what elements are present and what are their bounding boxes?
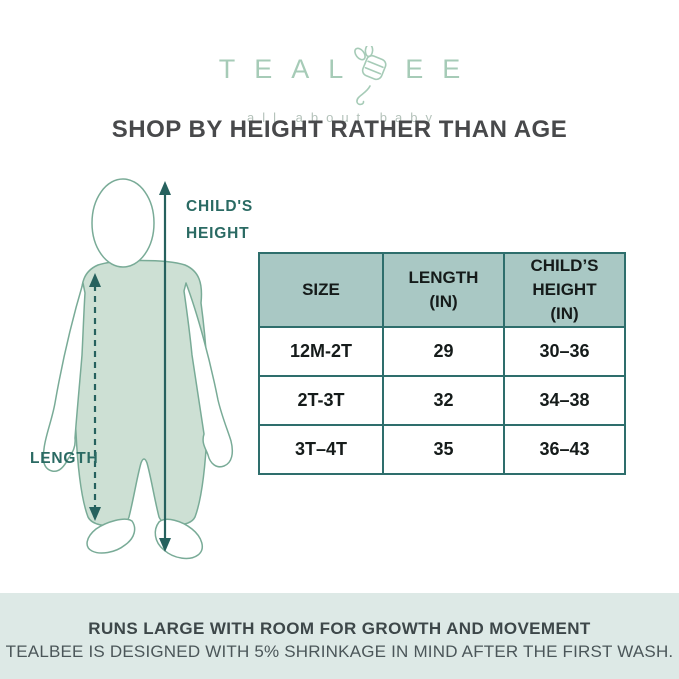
table-cell: 35 bbox=[382, 424, 505, 475]
column-header: LENGTH (IN) bbox=[382, 252, 505, 328]
page-title: SHOP BY HEIGHT RATHER THAN AGE bbox=[111, 116, 568, 143]
brand-logo: TEAL EE bbox=[0, 38, 679, 106]
left-arm bbox=[42, 282, 86, 473]
footer-note: RUNS LARGE WITH ROOM FOR GROWTH AND MOVE… bbox=[0, 593, 679, 679]
child-height-label-line2: HEIGHT bbox=[186, 225, 250, 242]
right-foot bbox=[154, 518, 203, 560]
footer-note-line1: RUNS LARGE WITH ROOM FOR GROWTH AND MOVE… bbox=[88, 619, 591, 638]
brand-header: TEAL EE all about baby bbox=[0, 38, 679, 125]
table-row: 12M-2T 29 30–36 bbox=[258, 326, 626, 377]
length-arrow bbox=[89, 273, 101, 521]
table-cell: 36–43 bbox=[503, 424, 626, 475]
left-foot bbox=[86, 518, 136, 554]
table-cell: 32 bbox=[382, 375, 505, 426]
brand-logo-text-left: TEAL bbox=[218, 53, 363, 84]
table-cell: 30–36 bbox=[503, 326, 626, 377]
baby-head bbox=[91, 178, 155, 268]
size-chart-table: SIZE LENGTH (IN) CHILD’S HEIGHT (IN) 12M-2… bbox=[258, 252, 626, 475]
footer-note-line2: TEALBEE IS DESIGNED WITH 5% SHRINKAGE IN… bbox=[5, 642, 674, 661]
romper-shape bbox=[74, 259, 209, 527]
table-cell: 2T-3T bbox=[258, 375, 384, 426]
baby-measurement-illustration bbox=[42, 178, 234, 560]
table-header-row: SIZE LENGTH (IN) CHILD’S HEIGHT (IN) bbox=[258, 252, 626, 328]
table-cell: 29 bbox=[382, 326, 505, 377]
column-header: CHILD’S HEIGHT (IN) bbox=[503, 252, 626, 328]
right-arm bbox=[183, 282, 234, 468]
table-cell: 3T–4T bbox=[258, 424, 384, 475]
table-cell: 34–38 bbox=[503, 375, 626, 426]
table-row: 3T–4T 35 36–43 bbox=[258, 424, 626, 475]
table-cell: 12M-2T bbox=[258, 326, 384, 377]
brand-logo-text-right: EE bbox=[405, 53, 480, 84]
column-header: SIZE bbox=[258, 252, 384, 328]
brand-tagline: all about baby bbox=[247, 110, 440, 125]
length-label: LENGTH bbox=[30, 450, 99, 467]
child-height-label-line1: CHILD'S bbox=[186, 198, 253, 215]
bee-icon bbox=[354, 46, 387, 106]
height-arrow bbox=[159, 181, 171, 552]
size-chart-header: SIZE LENGTH (IN) CHILD’S HEIGHT (IN) bbox=[258, 252, 626, 328]
size-chart-body: 12M-2T 29 30–36 2T-3T 32 34–38 3T–4T 35 36–43 bbox=[258, 326, 626, 475]
child-height-label: CHILD'S HEIGHT bbox=[186, 193, 253, 247]
table-row: 2T-3T 32 34–38 bbox=[258, 375, 626, 426]
